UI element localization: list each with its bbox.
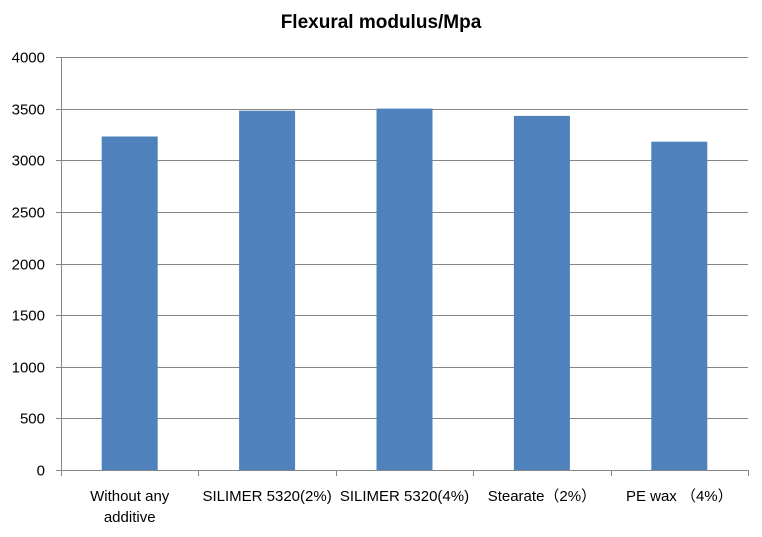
x-tick-label: SILIMER 5320(4%) xyxy=(340,488,469,505)
y-tick-label: 1000 xyxy=(12,360,45,377)
y-tick-label: 2500 xyxy=(12,205,45,222)
y-tick-label: 0 xyxy=(37,463,45,480)
bar xyxy=(513,115,570,471)
y-tick-label: 1500 xyxy=(12,308,45,325)
bar xyxy=(651,141,708,470)
y-tick-label: 500 xyxy=(20,411,45,428)
chart-title: Flexural modulus/Mpa xyxy=(280,12,482,33)
bar xyxy=(239,110,296,470)
x-tick-label: Without any xyxy=(90,488,170,505)
x-tick-label: additive xyxy=(104,509,156,526)
x-tick-label: Stearate（2%） xyxy=(488,488,596,505)
y-tick-label: 3500 xyxy=(12,102,45,119)
x-tick-label: SILIMER 5320(2%) xyxy=(202,488,331,505)
bar xyxy=(101,136,158,470)
y-tick-label: 3000 xyxy=(12,153,45,170)
y-tick-label: 4000 xyxy=(12,50,45,67)
x-tick-label: PE wax （4%） xyxy=(626,488,733,505)
bars xyxy=(101,108,708,471)
x-tick-labels: Without any additive SILIMER 5320(2%) SILIM… xyxy=(90,488,733,526)
y-tick-labels: 0 500 1000 1500 2000 2500 3000 3500 4000 xyxy=(12,50,45,480)
y-tick-label: 2000 xyxy=(12,257,45,274)
axes xyxy=(56,57,749,476)
bar xyxy=(376,108,433,470)
